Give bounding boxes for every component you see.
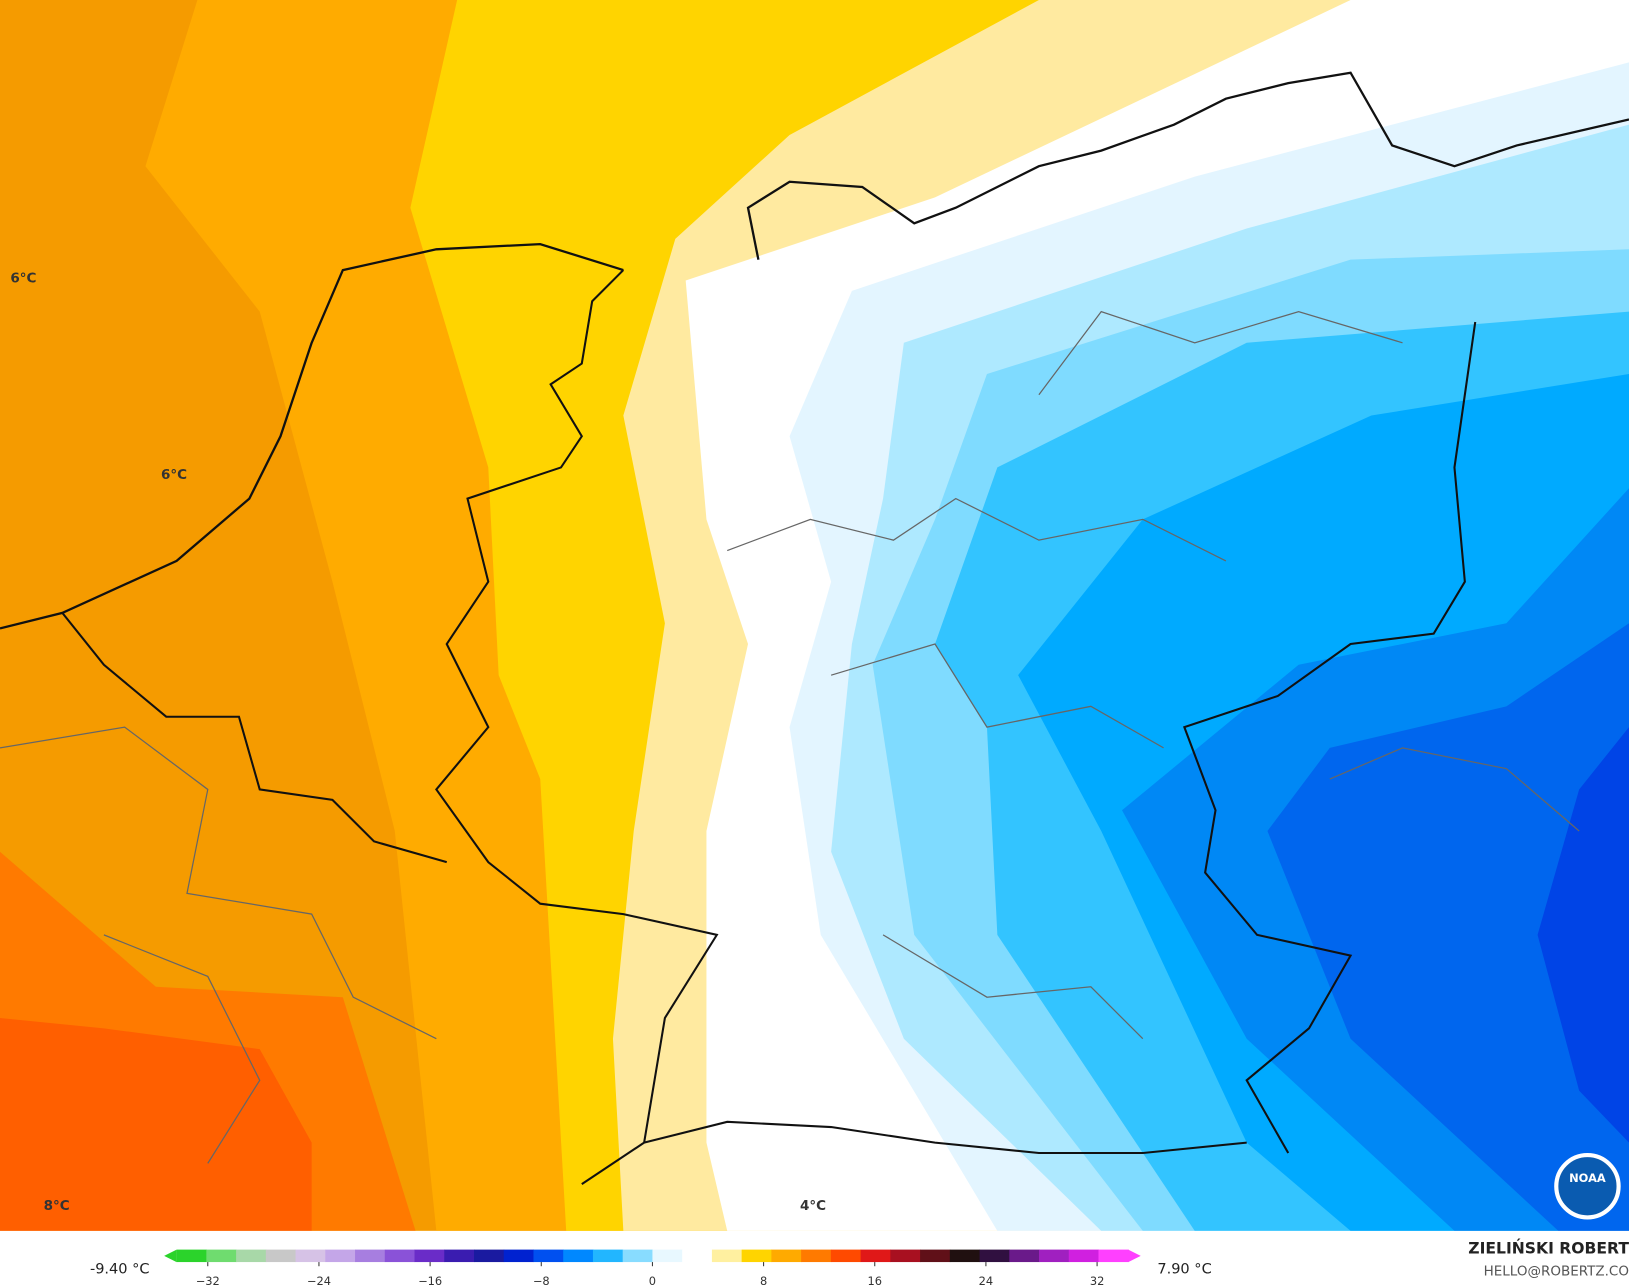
contour-label: 6°C (10, 271, 36, 287)
contour-label: 4°C (800, 1198, 826, 1214)
colorbar-tick-label: −32 (196, 1274, 220, 1287)
colorbar-tick-label: −24 (307, 1274, 331, 1287)
colorbar-swatch (533, 1249, 564, 1263)
colorbar-swatch (1068, 1249, 1100, 1263)
colorbar-swatch (711, 1249, 743, 1263)
author: ZIELIŃSKI ROBERT (1468, 1239, 1629, 1258)
colorbar-swatch (563, 1249, 594, 1263)
colorbar-swatch (206, 1249, 237, 1263)
colorbar-swatch (236, 1249, 267, 1263)
contact: HELLO@ROBERTZ.CO (1484, 1264, 1629, 1280)
logo (1554, 1153, 1621, 1220)
colorbar-swatch (384, 1249, 416, 1263)
logo-text: NOAA (1569, 1171, 1606, 1185)
colorbar-swatch (652, 1249, 683, 1263)
colorbar-swatch (592, 1249, 624, 1263)
colorbar-swatch (682, 1249, 713, 1263)
colorbar-swatch (741, 1249, 772, 1263)
colorbar-end (1128, 1249, 1141, 1263)
contour-label: 8°C (44, 1198, 70, 1214)
max-label: 7.90 °C (1157, 1261, 1211, 1277)
colorbar-tick-label: −8 (533, 1274, 550, 1287)
colorbar-swatch (503, 1249, 534, 1263)
colorbar-swatch (265, 1249, 297, 1263)
colorbar-swatch (295, 1249, 326, 1263)
colorbar-swatch (860, 1249, 891, 1263)
contour-label: 6°C (161, 467, 187, 483)
colorbar-swatch (355, 1249, 386, 1263)
colorbar-swatch (1039, 1249, 1070, 1263)
colorbar-swatch (830, 1249, 862, 1263)
colorbar-swatch (801, 1249, 832, 1263)
borders (0, 71, 1629, 1186)
colorbar-swatch (414, 1249, 445, 1263)
colorbar-tick-label: 24 (979, 1274, 994, 1287)
min-label: -9.40 °C (90, 1261, 150, 1277)
colorbar-tick-label: 32 (1090, 1274, 1105, 1287)
colorbar-swatch (890, 1249, 921, 1263)
colorbar-swatch (949, 1249, 981, 1263)
colorbar-swatch (176, 1249, 207, 1263)
colorbar: −32 −24 −16 −8 0 8 16 24 32 (164, 1249, 1141, 1287)
colorbar-swatch (1098, 1249, 1129, 1263)
colorbar-swatch (771, 1249, 802, 1263)
colorbar-swatch (325, 1249, 356, 1263)
temperature-fields (0, 0, 1629, 1231)
colorbar-tick-label: 0 (649, 1274, 656, 1287)
field (0, 1017, 312, 1231)
field (1267, 0, 1629, 1231)
colorbar-tick-label: 16 (867, 1274, 882, 1287)
colorbar-swatch (473, 1249, 505, 1263)
colorbar-swatch (622, 1249, 653, 1263)
colorbar-tick-label: 8 (760, 1274, 767, 1287)
colorbar-swatch (979, 1249, 1010, 1263)
colorbar-swatch (1009, 1249, 1040, 1263)
colorbar-end (164, 1249, 177, 1263)
colorbar-swatch (444, 1249, 475, 1263)
colorbar-swatch (920, 1249, 951, 1263)
field (1537, 0, 1629, 1143)
colorbar-tick-label: −16 (418, 1274, 442, 1287)
